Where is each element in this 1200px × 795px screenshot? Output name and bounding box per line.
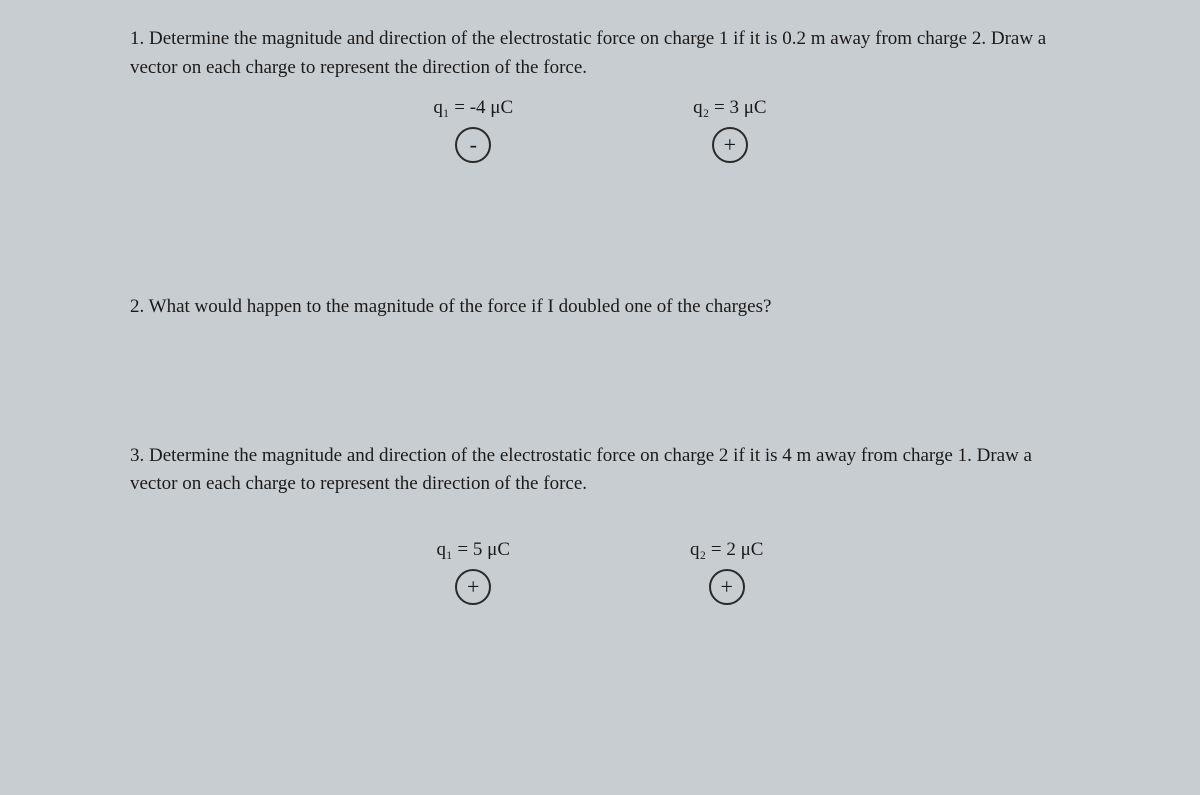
charge-1-label: q₁ = -4 μC [433,97,513,119]
charge-4-circle: + [709,569,745,605]
question-1: 1. Determine the magnitude and direction… [130,25,1070,163]
question-2-text: 2. What would happen to the magnitude of… [130,293,1070,322]
charge-2-container: q₂ = 3 μC + [693,97,766,163]
question-2: 2. What would happen to the magnitude of… [130,293,1070,322]
question-3-text: 3. Determine the magnitude and direction… [130,442,1070,499]
question-3: 3. Determine the magnitude and direction… [130,442,1070,605]
question-3-charges: q₁ = 5 μC + q₂ = 2 μC + [130,539,1070,605]
charge-2-label: q₂ = 3 μC [693,97,766,119]
charge-4-label: q₂ = 2 μC [690,539,763,561]
charge-3-sign: + [467,574,479,600]
question-1-charges: q₁ = -4 μC - q₂ = 3 μC + [130,97,1070,163]
charge-3-label: q₁ = 5 μC [437,539,510,561]
charge-1-sign: - [470,132,477,158]
charge-3-container: q₁ = 5 μC + [437,539,510,605]
charge-1-circle: - [455,127,491,163]
charge-1-container: q₁ = -4 μC - [433,97,513,163]
charge-2-sign: + [724,132,736,158]
question-1-text: 1. Determine the magnitude and direction… [130,25,1070,82]
charge-4-container: q₂ = 2 μC + [690,539,763,605]
charge-4-sign: + [721,574,733,600]
charge-2-circle: + [712,127,748,163]
charge-3-circle: + [455,569,491,605]
